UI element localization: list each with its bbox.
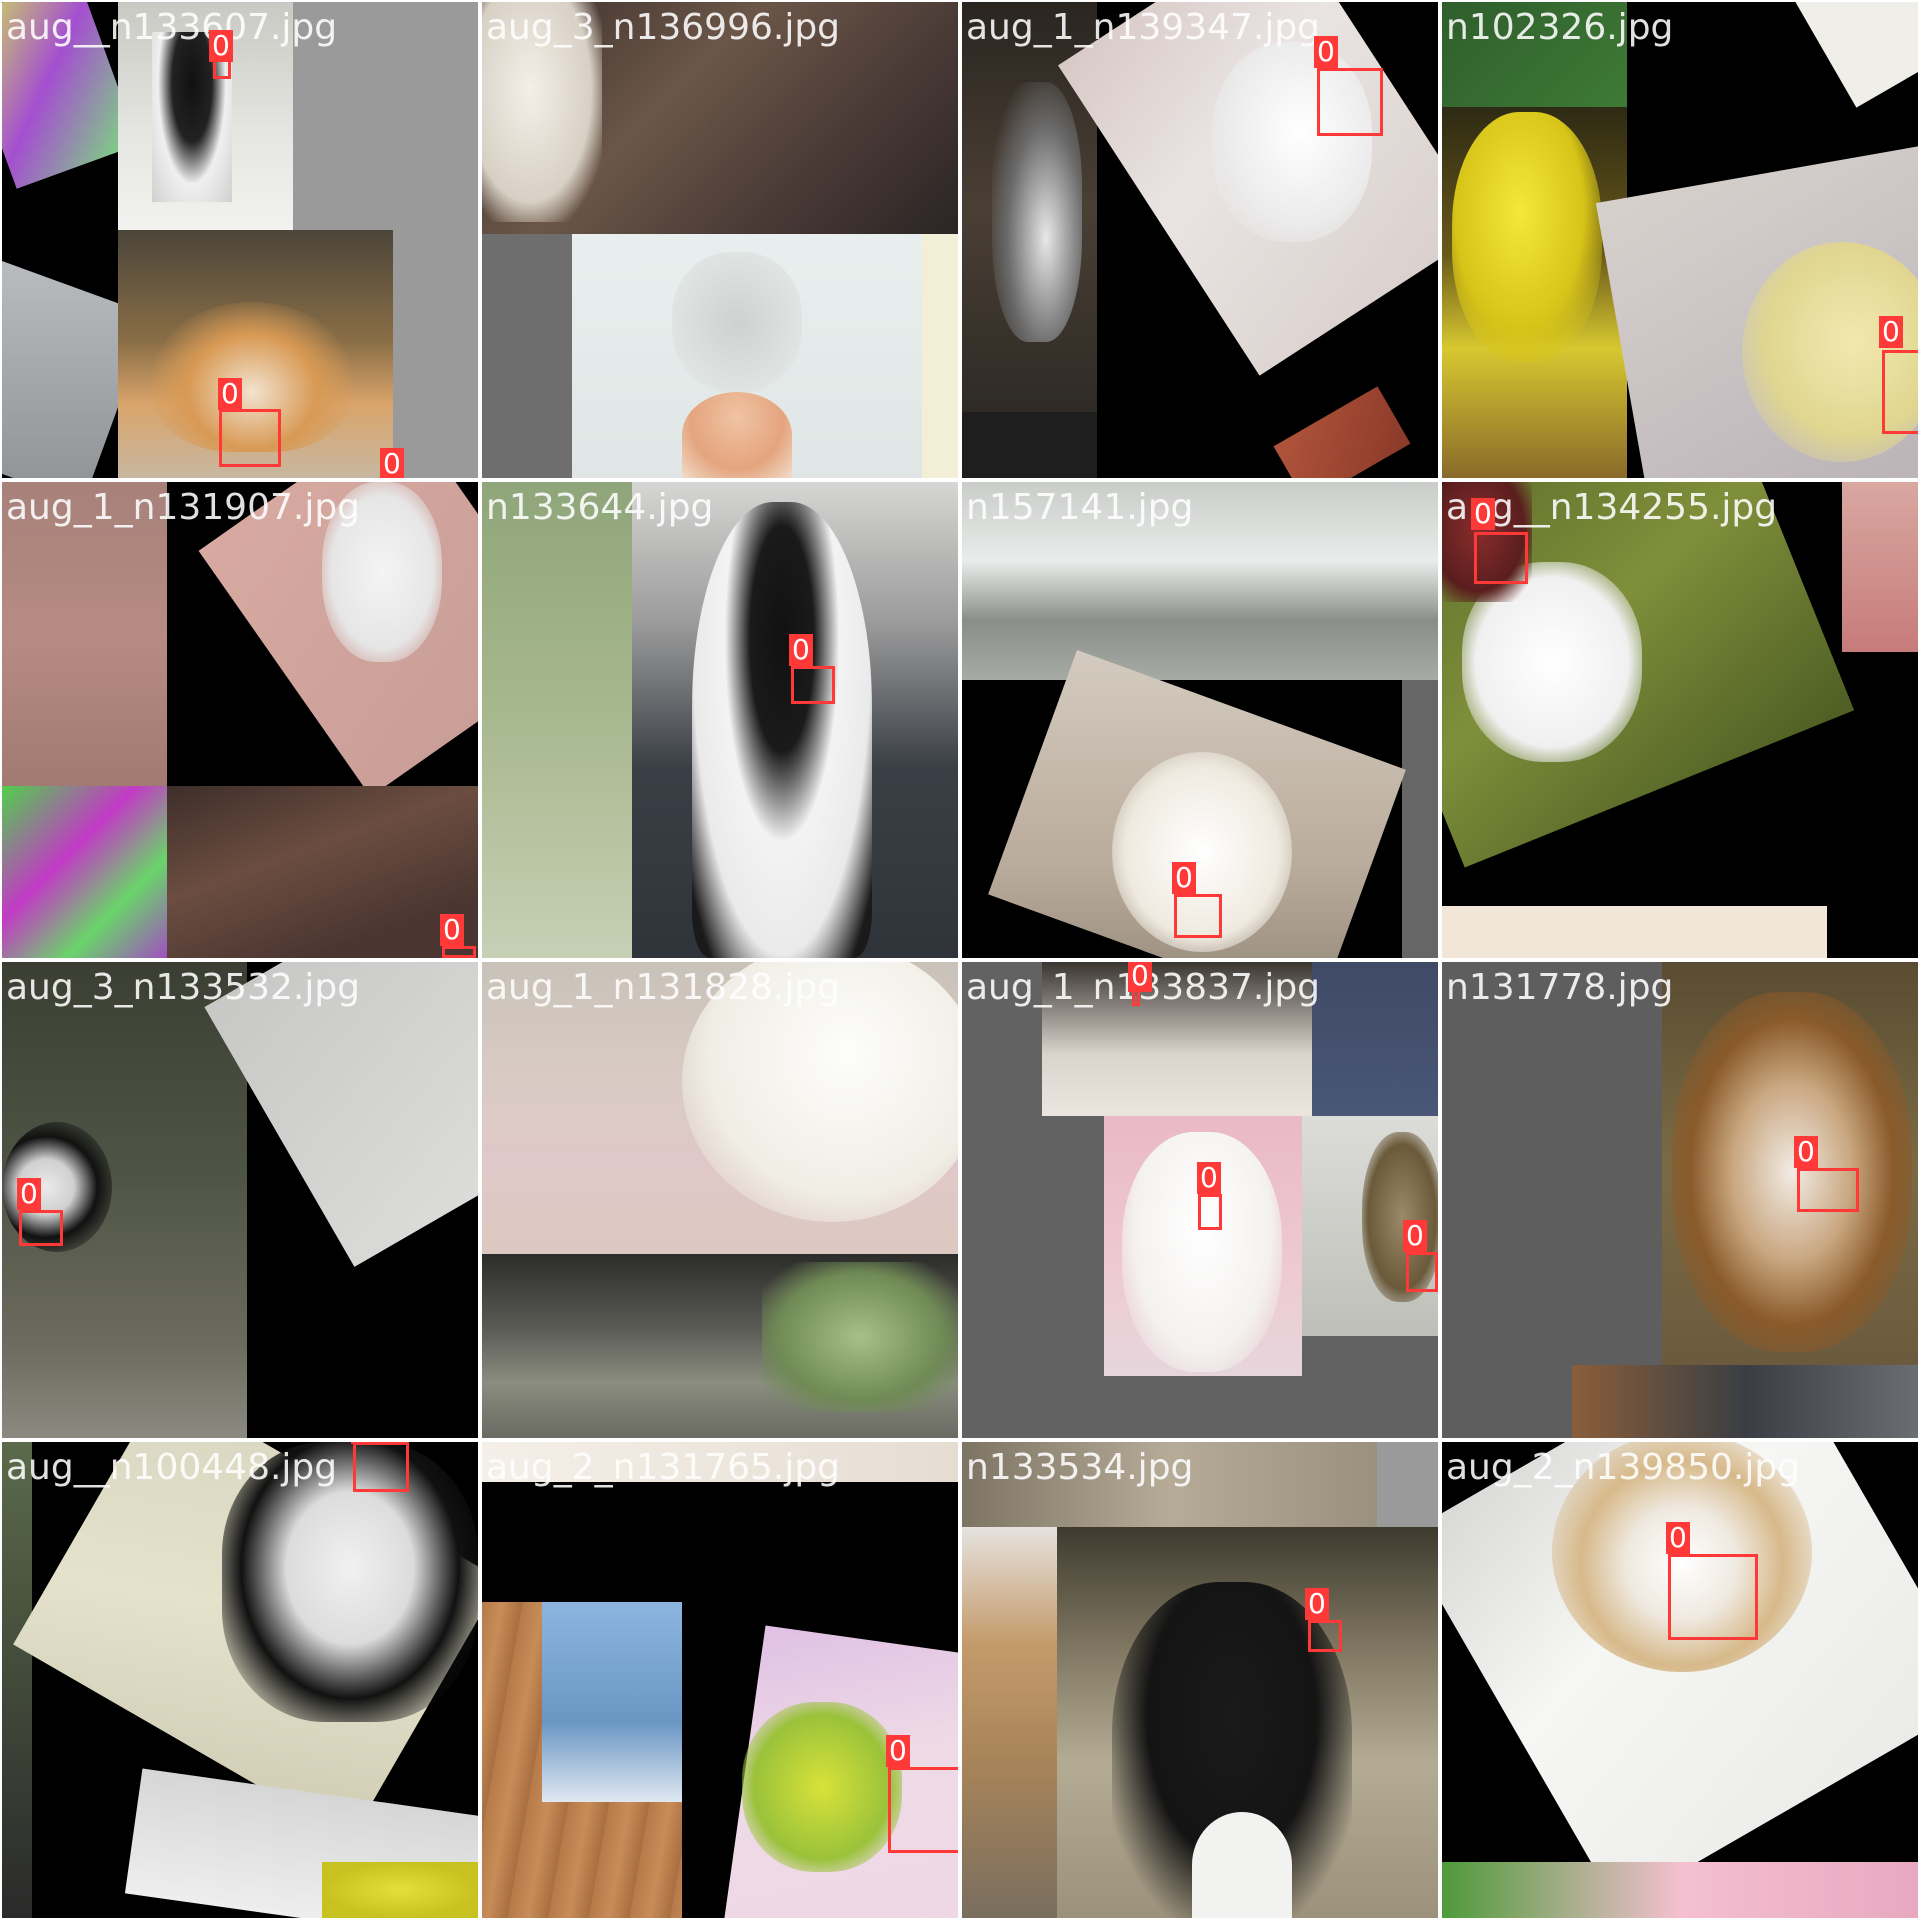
bounding-box: [1474, 532, 1528, 584]
box-label: 0: [1197, 1162, 1221, 1194]
bounding-box: [1797, 1168, 1859, 1212]
box-label: 0: [380, 448, 404, 478]
bounding-box: [442, 946, 476, 958]
box-label: 0: [209, 30, 233, 62]
mosaic-tile: aug_3_n133532.jpg 0: [2, 962, 478, 1438]
mosaic-tile: aug_1_n131828.jpg: [482, 962, 958, 1438]
bounding-box: [1174, 894, 1222, 938]
bounding-box: [1406, 1252, 1438, 1292]
box-label: 0: [1305, 1588, 1329, 1620]
bounding-box: [19, 1210, 63, 1246]
box-label: 0: [1314, 36, 1338, 68]
bounding-box: [1317, 68, 1383, 136]
mosaic-tile: aug_1_n139347.jpg 0: [962, 2, 1438, 478]
mosaic-tile: aug_2_n139850.jpg 0: [1442, 1442, 1918, 1918]
box-label: 0: [789, 634, 813, 666]
mosaic-tile: aug_3_n136996.jpg: [482, 2, 958, 478]
box-label: 0: [886, 1735, 910, 1767]
mosaic-tile: n157141.jpg 0: [962, 482, 1438, 958]
mosaic-tile: aug__n133607.jpg 0 0 0: [2, 2, 478, 478]
tile-filename: n131778.jpg: [1446, 967, 1674, 1008]
tile-filename: n133534.jpg: [966, 1447, 1194, 1488]
tile-filename: aug_2_n131765.jpg: [486, 1447, 841, 1488]
mosaic-tile: aug_1_n133837.jpg 0 0 0: [962, 962, 1438, 1438]
bounding-box: [791, 666, 835, 704]
box-label: 0: [1666, 1522, 1690, 1554]
box-label: 0: [351, 1442, 375, 1444]
mosaic-tile: aug__n100448.jpg 0: [2, 1442, 478, 1918]
bounding-box: [1882, 350, 1918, 434]
box-label: 0: [440, 914, 464, 946]
mosaic-tile: aug_1_n131907.jpg 0: [2, 482, 478, 958]
box-label: 0: [1128, 962, 1152, 992]
mosaic-tile: aug_2_n131765.jpg 0 0: [482, 1442, 958, 1918]
box-label: 0: [1403, 1220, 1427, 1252]
bounding-box: [353, 1442, 409, 1492]
mosaic-tile: n102326.jpg 0: [1442, 2, 1918, 478]
tile-filename: n133644.jpg: [486, 487, 714, 528]
bounding-box: [1308, 1620, 1342, 1652]
box-label: 0: [218, 378, 242, 410]
tile-filename: aug__n100448.jpg: [6, 1447, 338, 1488]
mosaic-tile: n131778.jpg 0: [1442, 962, 1918, 1438]
tile-filename: aug_1_n131907.jpg: [6, 487, 361, 528]
tile-filename: aug_3_n136996.jpg: [486, 7, 841, 48]
box-label: 0: [1879, 316, 1903, 348]
box-label: 0: [1794, 1136, 1818, 1168]
tile-filename: aug_3_n133532.jpg: [6, 967, 361, 1008]
box-label: 0: [1172, 862, 1196, 894]
tile-filename: aug_1_n139347.jpg: [966, 7, 1321, 48]
tile-filename: aug__n134255.jpg: [1446, 487, 1778, 528]
tile-filename: n157141.jpg: [966, 487, 1194, 528]
bounding-box: [219, 409, 281, 467]
tile-filename: n102326.jpg: [1446, 7, 1674, 48]
mosaic-tile: aug__n134255.jpg 0: [1442, 482, 1918, 958]
tile-filename: aug_1_n131828.jpg: [486, 967, 841, 1008]
box-label: 0: [17, 1178, 41, 1210]
mosaic-tile: n133534.jpg 0: [962, 1442, 1438, 1918]
mosaic-tile: n133644.jpg 0: [482, 482, 958, 958]
bounding-box: [1668, 1554, 1758, 1640]
tile-filename: aug_2_n139850.jpg: [1446, 1447, 1801, 1488]
box-label: 0: [1471, 498, 1495, 530]
bounding-box: [1198, 1194, 1222, 1230]
bounding-box: [888, 1767, 958, 1853]
tile-filename: aug__n133607.jpg: [6, 7, 338, 48]
